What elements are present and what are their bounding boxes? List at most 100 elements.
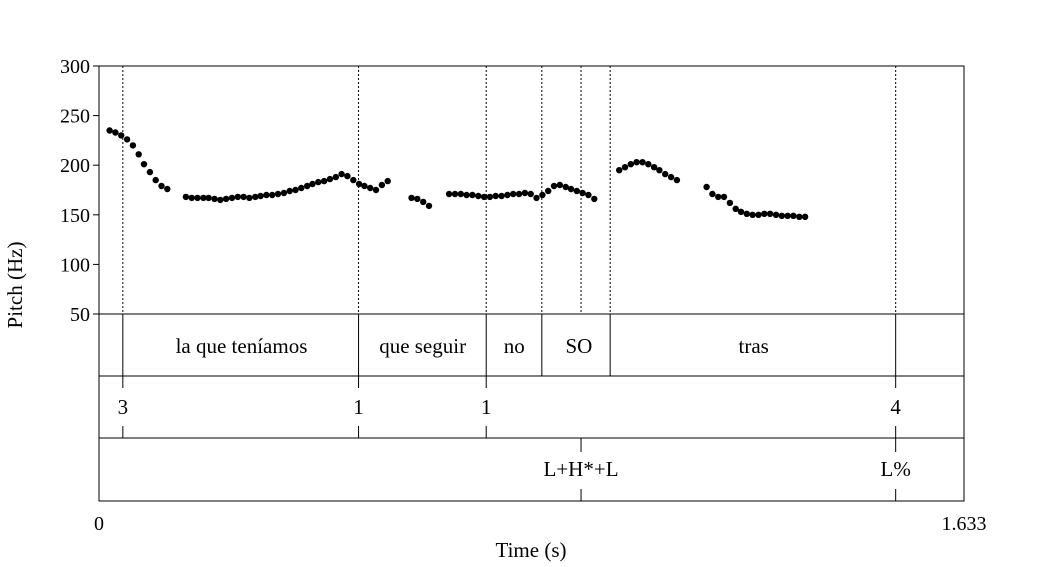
pitch-point (457, 190, 464, 198)
pitch-point (182, 193, 190, 201)
word-label: que seguir (379, 334, 466, 358)
y-tick-label: 100 (60, 254, 90, 276)
pitch-point (510, 190, 517, 198)
pitch-point (228, 194, 236, 202)
pitch-point (200, 194, 207, 202)
pitch-point (135, 151, 142, 158)
pitch-point (790, 212, 797, 219)
pitch-point (662, 170, 669, 178)
plot-frame (98, 65, 965, 502)
pitch-point (309, 180, 316, 188)
pitch-point (755, 211, 762, 218)
pitch-point (106, 127, 113, 134)
y-tick-label: 150 (60, 205, 90, 227)
pitch-point (778, 212, 785, 219)
pitch-point (274, 190, 282, 198)
pitch-point (475, 192, 482, 200)
break-index-label: 3 (118, 395, 129, 419)
pitch-point (562, 183, 569, 191)
pitch-point (486, 193, 494, 201)
pitch-point (332, 173, 339, 181)
word-label: tras (739, 334, 769, 358)
pitch-point (585, 191, 592, 199)
pitch-point (656, 167, 663, 174)
pitch-point (567, 185, 575, 193)
pitch-point (217, 196, 224, 204)
pitch-point (650, 164, 658, 171)
pitch-point (304, 182, 311, 190)
pitch-point (164, 185, 171, 193)
break-index-label: 1 (353, 395, 364, 419)
pitch-point (673, 176, 681, 184)
pitch-point (616, 167, 623, 174)
pitch-point (146, 168, 154, 176)
pitch-point (639, 159, 646, 166)
pitch-point (414, 195, 421, 203)
pitch-point (118, 132, 125, 139)
pitch-points (106, 127, 809, 220)
tone-label: L+H*+L (544, 457, 619, 481)
pitch-point (667, 173, 675, 181)
pitch-point (445, 190, 453, 198)
pitch-point (801, 213, 809, 220)
pitch-point (633, 159, 640, 166)
pitch-point (140, 161, 148, 168)
pitch-point (152, 176, 159, 184)
pitch-point (498, 192, 505, 200)
pitch-point (211, 195, 218, 203)
pitch-point (480, 193, 488, 201)
pitch-point (205, 194, 212, 202)
pitch-point (469, 191, 476, 199)
pitch-point (772, 211, 780, 218)
pitch-point (545, 187, 552, 195)
pitch-point (222, 195, 230, 203)
x-tick-label-end: 1.633 (942, 513, 987, 535)
pitch-point (326, 175, 334, 183)
pitch-point (645, 161, 652, 168)
pitch-point (556, 181, 563, 189)
pitch-point (533, 194, 540, 202)
pitch-point (451, 190, 459, 198)
pitch-point (521, 189, 529, 197)
pitch-point (194, 194, 201, 202)
pitch-point (361, 182, 368, 190)
word-label: SO (565, 334, 592, 358)
pitch-point (350, 176, 357, 184)
pitch-point (315, 178, 322, 186)
pitch-point (367, 184, 374, 192)
pitch-point (796, 213, 803, 220)
pitch-point (269, 191, 276, 199)
pitch-point (579, 189, 586, 197)
pitch-point (298, 184, 305, 192)
pitch-point (420, 198, 427, 206)
y-axis: 50 100 150 200 250 300 (60, 56, 99, 326)
pitch-point (492, 192, 499, 200)
tone-label: L% (881, 457, 911, 481)
pitch-point (123, 136, 131, 143)
pitch-point (726, 199, 734, 207)
pitch-point (709, 190, 716, 198)
tier-boundary-lines (122, 314, 897, 501)
pitch-point (550, 182, 558, 190)
pitch-point (246, 194, 253, 202)
pitch-point (627, 161, 634, 168)
y-tick-label: 250 (60, 106, 90, 128)
pitch-point (112, 129, 119, 136)
pitch-point (263, 191, 270, 199)
pitch-point (749, 211, 756, 218)
x-axis-title: Time (s) (496, 538, 567, 562)
tier-labels: la que teníamos que seguir no SO tras 3 1 1 4 L+H… (118, 334, 911, 481)
pitch-point (240, 193, 247, 201)
pitch-point (129, 142, 137, 149)
word-label: no (504, 334, 525, 358)
pitch-point (425, 202, 433, 210)
pitch-point (355, 180, 363, 188)
word-label: la que teníamos (176, 334, 308, 358)
pitch-point (292, 186, 299, 194)
pitch-point (743, 210, 750, 217)
pitch-point (784, 212, 791, 219)
pitch-point (766, 210, 774, 217)
pitch-point (252, 193, 259, 201)
pitch-point (378, 181, 386, 189)
